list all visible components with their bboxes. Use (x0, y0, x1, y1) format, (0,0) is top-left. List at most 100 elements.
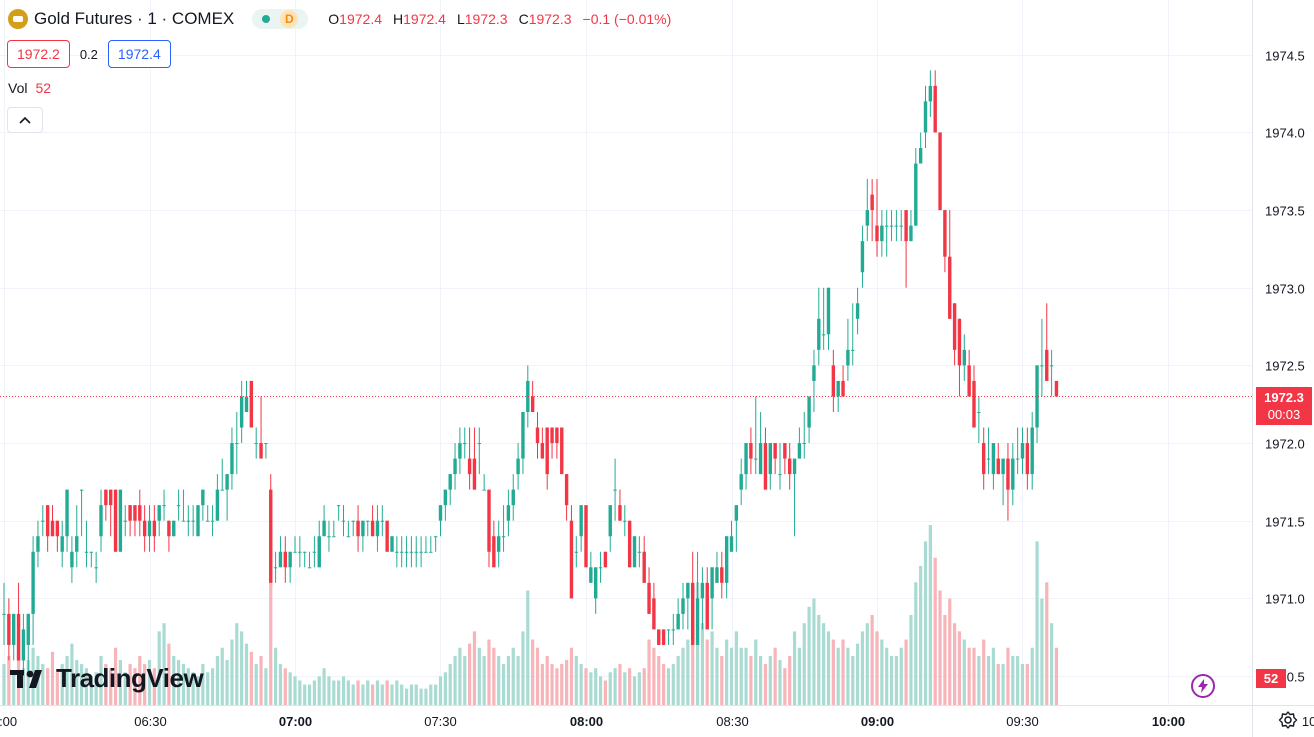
candle[interactable] (608, 505, 612, 552)
candle[interactable] (79, 489, 84, 537)
candle[interactable] (167, 520, 171, 552)
candle[interactable] (254, 427, 258, 459)
candle[interactable] (1030, 411, 1034, 490)
candle[interactable] (860, 225, 865, 288)
candle[interactable] (322, 505, 326, 537)
candle[interactable] (385, 520, 389, 552)
candle[interactable] (734, 505, 739, 552)
candle[interactable] (758, 411, 763, 475)
candle[interactable] (375, 505, 380, 552)
candle[interactable] (923, 85, 928, 148)
candle[interactable] (676, 598, 680, 630)
candle[interactable] (60, 520, 64, 568)
candle[interactable] (361, 520, 365, 552)
candle[interactable] (303, 551, 307, 568)
candle[interactable] (729, 520, 734, 552)
candle[interactable] (986, 427, 991, 475)
candle[interactable] (933, 70, 937, 133)
candle[interactable] (36, 520, 40, 568)
candle[interactable] (346, 520, 351, 538)
candle[interactable] (1015, 427, 1020, 475)
candle[interactable] (589, 551, 593, 583)
candle[interactable] (390, 536, 394, 552)
candle[interactable] (535, 411, 540, 459)
candle[interactable] (846, 318, 850, 381)
candle[interactable] (710, 567, 714, 630)
candle[interactable] (870, 179, 874, 242)
candle[interactable] (12, 613, 16, 661)
candle[interactable] (7, 598, 11, 661)
candle[interactable] (749, 427, 753, 475)
candle[interactable] (666, 629, 671, 645)
candle[interactable] (530, 380, 535, 412)
candle[interactable] (288, 551, 292, 583)
candle[interactable] (938, 132, 942, 211)
buy-ask-button[interactable]: 1972.4 (107, 40, 171, 68)
settings-button[interactable] (1276, 708, 1300, 732)
candle[interactable] (962, 334, 966, 381)
candle[interactable] (157, 505, 161, 537)
candle[interactable] (414, 536, 418, 568)
candle[interactable] (686, 582, 690, 630)
candle[interactable] (230, 427, 234, 490)
candle[interactable] (467, 427, 472, 490)
candle[interactable] (191, 505, 195, 537)
candle[interactable] (482, 474, 486, 491)
candle[interactable] (792, 458, 797, 537)
candle[interactable] (569, 505, 574, 599)
candle[interactable] (778, 443, 782, 490)
candle[interactable] (75, 505, 79, 568)
candle[interactable] (123, 505, 127, 537)
candle[interactable] (691, 551, 695, 645)
candle[interactable] (429, 536, 433, 553)
candle[interactable] (395, 536, 399, 568)
candle[interactable] (351, 520, 355, 537)
candle[interactable] (443, 489, 448, 521)
candle[interactable] (293, 536, 297, 553)
candle[interactable] (181, 489, 186, 522)
candle[interactable] (768, 443, 772, 490)
candle[interactable] (560, 427, 564, 475)
candle[interactable] (259, 396, 263, 459)
candle[interactable] (875, 179, 879, 257)
candle[interactable] (84, 520, 89, 568)
candle[interactable] (613, 458, 617, 521)
candle[interactable] (458, 427, 462, 475)
candle[interactable] (206, 505, 210, 522)
candle[interactable] (419, 536, 423, 568)
candle[interactable] (1049, 349, 1054, 397)
candle[interactable] (996, 443, 1000, 475)
candle[interactable] (1040, 318, 1044, 397)
candle[interactable] (366, 520, 370, 537)
candle[interactable] (657, 629, 661, 645)
candle[interactable] (618, 489, 622, 521)
candle[interactable] (899, 210, 903, 242)
candle[interactable] (642, 536, 646, 583)
candle[interactable] (724, 536, 729, 599)
candle[interactable] (472, 427, 477, 490)
candle[interactable] (133, 505, 137, 537)
candle[interactable] (463, 427, 467, 459)
candle[interactable] (400, 536, 404, 568)
candle[interactable] (196, 505, 200, 537)
candle[interactable] (880, 210, 884, 257)
candle[interactable] (409, 536, 414, 568)
candle[interactable] (982, 427, 986, 490)
candle[interactable] (715, 551, 719, 583)
candle[interactable] (550, 427, 554, 459)
candle[interactable] (273, 551, 278, 583)
candle[interactable] (307, 551, 312, 569)
candle[interactable] (433, 536, 438, 552)
candle[interactable] (826, 287, 831, 350)
candle[interactable] (1035, 365, 1039, 444)
candle[interactable] (584, 505, 588, 568)
candle[interactable] (521, 411, 525, 475)
candle[interactable] (172, 520, 176, 537)
candle[interactable] (477, 427, 481, 475)
candle[interactable] (235, 411, 239, 475)
candle[interactable] (201, 489, 205, 521)
candle[interactable] (448, 474, 452, 506)
candle[interactable] (239, 380, 244, 444)
candle[interactable] (225, 474, 229, 521)
